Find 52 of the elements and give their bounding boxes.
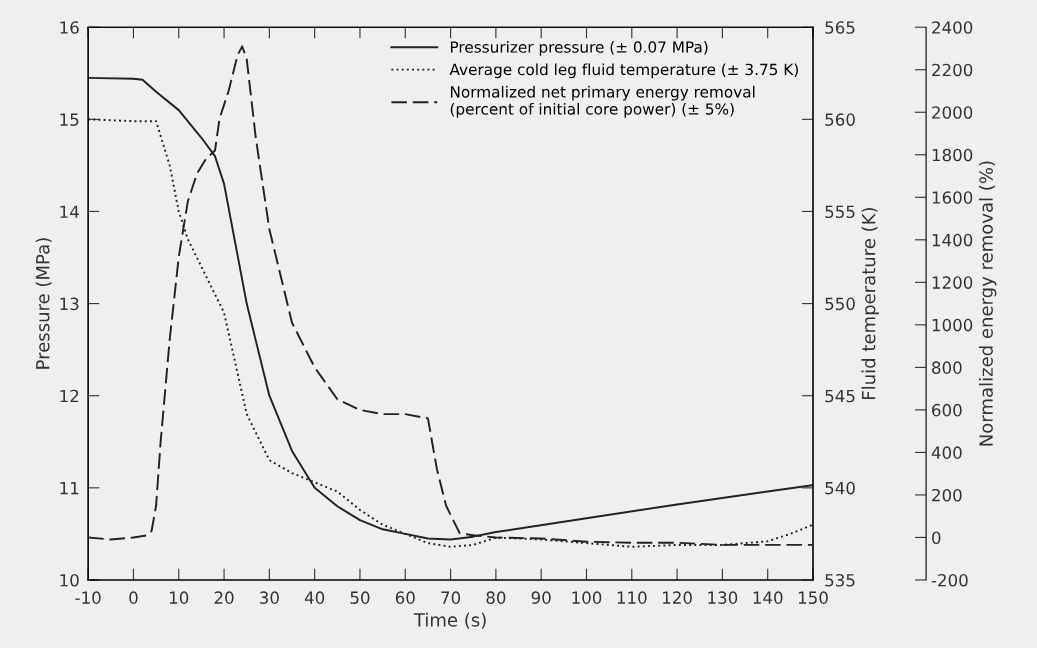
x-tick-label: 0 xyxy=(129,591,138,604)
x-tick-label: -10 xyxy=(75,591,101,604)
y-tick-label: 12 xyxy=(60,389,79,403)
x-tick-label: 40 xyxy=(304,591,325,604)
y3-tick-label: 400 xyxy=(931,446,962,459)
legend-label: Pressurizer pressure (± 0.07 MPa) xyxy=(450,40,708,56)
y3-tick-label: 1600 xyxy=(932,191,973,204)
x-axis-title: Time (s) xyxy=(413,612,486,629)
y3-tick-label: 1800 xyxy=(932,148,973,162)
y3-tick-label: 2200 xyxy=(932,63,973,77)
x-tick-label: 70 xyxy=(441,591,461,604)
x-tick-label: 20 xyxy=(214,591,234,604)
y-tick-label: 14 xyxy=(60,205,79,218)
y3-tick-label: 2400 xyxy=(932,21,973,34)
x-tick-label: 80 xyxy=(486,591,506,604)
y2-tick-label: 540 xyxy=(825,481,855,495)
x-tick-label: 10 xyxy=(169,591,189,604)
y-tick-label: 10 xyxy=(60,573,79,587)
y3-tick-label: 600 xyxy=(932,403,962,417)
x-tick-label: 60 xyxy=(395,591,415,604)
y2-tick-label: 550 xyxy=(825,297,855,311)
y3-tick-label: 0 xyxy=(932,531,941,545)
x-tick-label: 30 xyxy=(260,591,279,604)
y-tick-label: 15 xyxy=(60,113,79,126)
y-axis-title: Pressure (MPa) xyxy=(35,238,52,369)
x-tick-label: 150 xyxy=(798,591,828,604)
y2-tick-label: 535 xyxy=(825,573,855,587)
y-tick-label: 16 xyxy=(60,21,79,34)
y3-tick-label: 800 xyxy=(932,361,962,374)
x-tick-label: 50 xyxy=(350,591,370,604)
y2-axis-title: Fluid temperature (K) xyxy=(861,208,879,399)
y3-tick-label: 2000 xyxy=(932,106,973,119)
x-tick-label: 120 xyxy=(663,591,692,604)
legend-label: Normalized net primary energy removal (percent of initial core power) (± 5%) xyxy=(450,85,755,118)
y2-tick-label: 555 xyxy=(825,205,855,219)
x-tick-label: 90 xyxy=(531,591,551,604)
y3-tick-label: 1000 xyxy=(932,318,973,332)
y2-tick-label: 560 xyxy=(825,113,855,126)
y3-tick-label: -200 xyxy=(931,573,968,587)
y-tick-label: 13 xyxy=(60,297,79,311)
y3-tick-label: 1200 xyxy=(932,276,973,289)
y2-tick-label: 545 xyxy=(825,389,855,403)
x-tick-label: 100 xyxy=(572,591,602,604)
legend-label: Average cold leg fluid temperature (± 3.75 K) xyxy=(449,63,798,79)
y3-tick-label: 200 xyxy=(932,488,962,502)
y3-axis-title: Normalized energy removal (%) xyxy=(978,161,997,446)
x-tick-label: 130 xyxy=(708,591,738,604)
y3-tick-label: 1400 xyxy=(932,233,973,247)
y2-tick-label: 565 xyxy=(825,21,855,34)
x-tick-label: 110 xyxy=(617,591,647,604)
x-tick-label: 140 xyxy=(753,591,783,604)
y-tick-label: 11 xyxy=(60,482,79,495)
